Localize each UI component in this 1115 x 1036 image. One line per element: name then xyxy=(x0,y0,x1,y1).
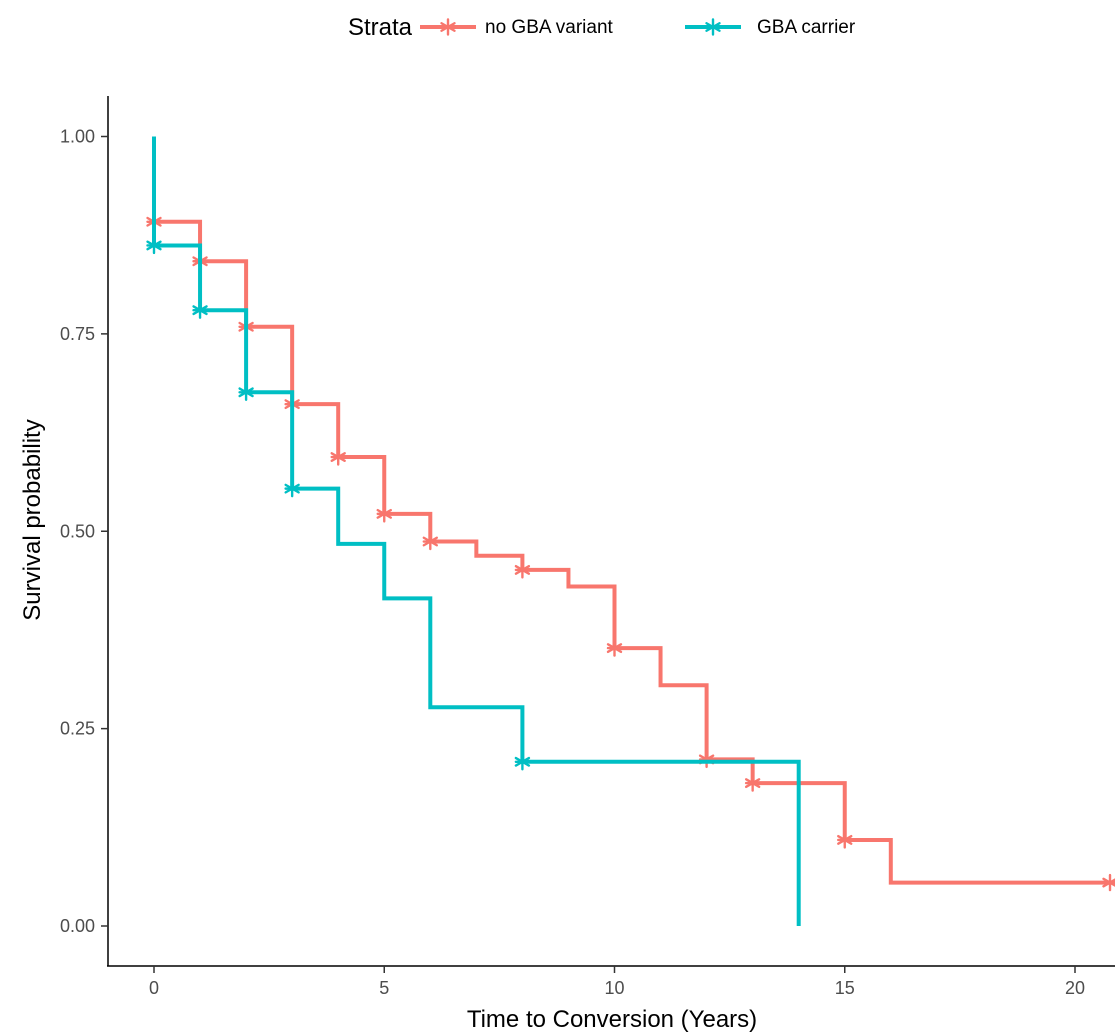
y-tick-label: 1.00 xyxy=(60,127,95,147)
survival-step-line xyxy=(152,136,1115,885)
censor-mark xyxy=(330,448,346,466)
series-gba-carrier xyxy=(146,136,801,926)
y-axis-title: Survival probability xyxy=(19,419,46,620)
censor-mark xyxy=(698,750,715,769)
y-tick-label: 0.00 xyxy=(60,916,95,936)
x-tick-label: 10 xyxy=(604,978,624,998)
x-axis-ticks: 0 5 10 15 20 xyxy=(149,966,1085,998)
x-tick-label: 5 xyxy=(379,978,389,998)
censor-mark xyxy=(606,639,623,657)
censor-mark xyxy=(284,479,300,498)
legend: Strata no GBA variant GBA carrier xyxy=(348,14,856,41)
legend-entry-no-gba-variant: no GBA variant xyxy=(420,17,614,38)
legend-title: Strata xyxy=(348,14,413,41)
y-axis-ticks: 0.00 0.25 0.50 0.75 1.00 xyxy=(60,127,108,936)
censor-mark xyxy=(376,505,392,523)
y-tick-label: 0.75 xyxy=(60,324,95,344)
censor-mark xyxy=(422,532,439,551)
x-axis-title: Time to Conversion (Years) xyxy=(467,1006,757,1033)
legend-label-no-gba-variant: no GBA variant xyxy=(485,17,614,38)
survival-curves xyxy=(146,136,1115,926)
legend-key-star-gba-carrier xyxy=(705,18,721,36)
censor-mark xyxy=(837,831,853,849)
censor-mark xyxy=(514,561,531,579)
legend-key-star-no-gba-variant xyxy=(440,18,456,36)
censor-mark xyxy=(192,301,208,319)
x-tick-label: 15 xyxy=(835,978,855,998)
x-tick-label: 20 xyxy=(1065,978,1085,998)
censor-mark xyxy=(744,774,761,792)
censor-mark xyxy=(238,383,254,401)
censor-mark xyxy=(146,236,162,255)
legend-entry-gba-carrier: GBA carrier xyxy=(685,17,856,38)
censor-mark xyxy=(1102,873,1115,892)
y-tick-label: 0.25 xyxy=(60,719,95,739)
censor-mark xyxy=(514,753,531,771)
y-tick-label: 0.50 xyxy=(60,521,95,541)
legend-star-shape xyxy=(440,18,456,36)
legend-star-shape xyxy=(705,18,721,36)
x-tick-label: 0 xyxy=(149,978,159,998)
series-no-gba-variant xyxy=(146,136,1115,892)
legend-label-gba-carrier: GBA carrier xyxy=(757,17,856,38)
survival-step-line xyxy=(152,136,801,926)
